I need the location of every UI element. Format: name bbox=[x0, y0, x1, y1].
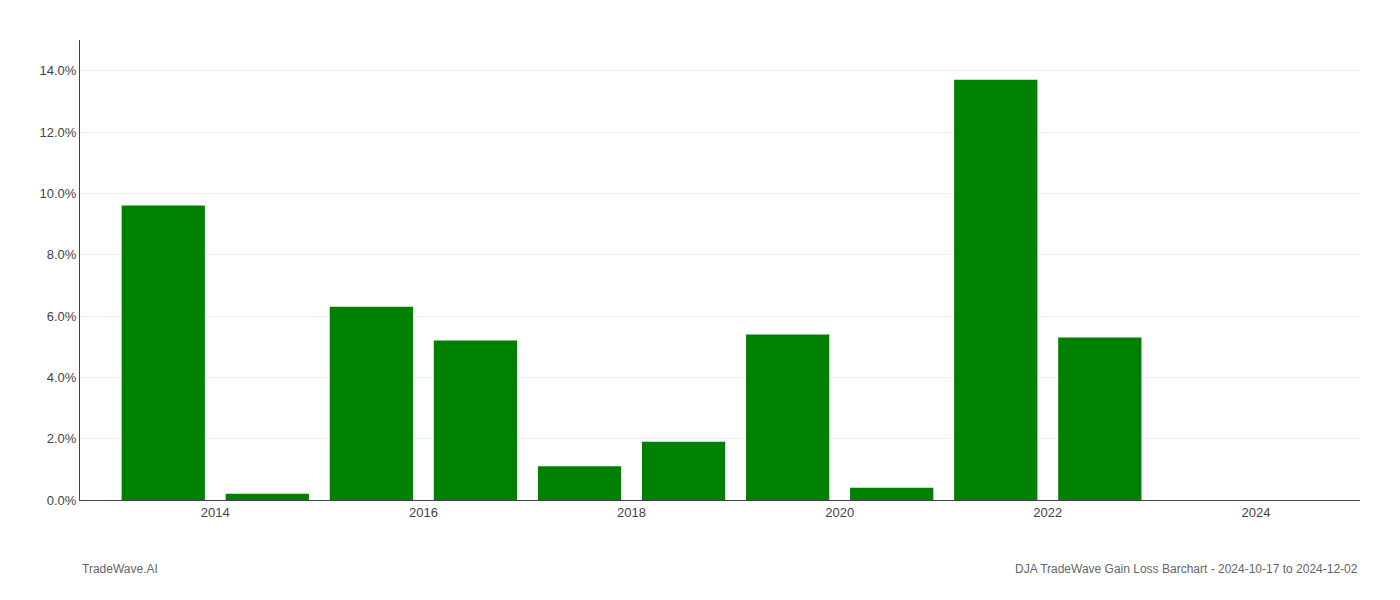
svg-text:0.0%: 0.0% bbox=[47, 493, 77, 508]
svg-text:2.0%: 2.0% bbox=[47, 431, 77, 446]
svg-text:2024: 2024 bbox=[1241, 505, 1270, 520]
svg-text:2016: 2016 bbox=[409, 505, 438, 520]
svg-text:2018: 2018 bbox=[617, 505, 646, 520]
svg-text:2022: 2022 bbox=[1033, 505, 1062, 520]
svg-text:6.0%: 6.0% bbox=[47, 309, 77, 324]
svg-text:2020: 2020 bbox=[825, 505, 854, 520]
svg-text:2014: 2014 bbox=[201, 505, 230, 520]
svg-text:TradeWave.AI: TradeWave.AI bbox=[82, 562, 158, 576]
svg-text:8.0%: 8.0% bbox=[47, 247, 77, 262]
svg-text:DJA TradeWave Gain Loss Barcha: DJA TradeWave Gain Loss Barchart - 2024-… bbox=[1015, 562, 1358, 576]
svg-text:14.0%: 14.0% bbox=[40, 63, 77, 78]
svg-text:10.0%: 10.0% bbox=[40, 186, 77, 201]
svg-text:12.0%: 12.0% bbox=[40, 125, 77, 140]
svg-text:4.0%: 4.0% bbox=[47, 370, 77, 385]
